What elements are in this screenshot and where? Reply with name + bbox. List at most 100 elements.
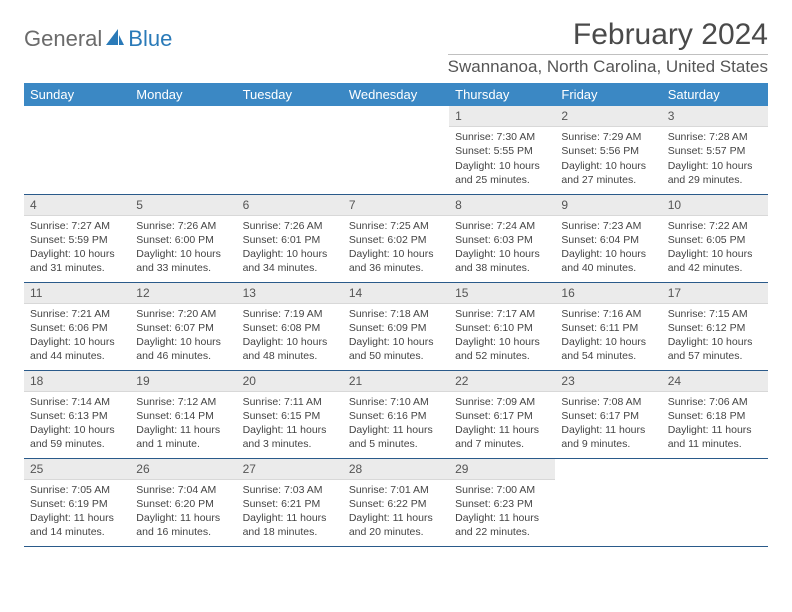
weekday-header: Tuesday bbox=[237, 83, 343, 106]
calendar-cell: 29Sunrise: 7:00 AMSunset: 6:23 PMDayligh… bbox=[449, 458, 555, 546]
calendar-week-row: 25Sunrise: 7:05 AMSunset: 6:19 PMDayligh… bbox=[24, 458, 768, 546]
day-content: Sunrise: 7:25 AMSunset: 6:02 PMDaylight:… bbox=[343, 216, 449, 279]
calendar-cell: 21Sunrise: 7:10 AMSunset: 6:16 PMDayligh… bbox=[343, 370, 449, 458]
calendar-cell: 10Sunrise: 7:22 AMSunset: 6:05 PMDayligh… bbox=[662, 194, 768, 282]
day-number: 19 bbox=[130, 371, 236, 392]
weekday-header-row: Sunday Monday Tuesday Wednesday Thursday… bbox=[24, 83, 768, 106]
day-number: 3 bbox=[662, 106, 768, 127]
day-content: Sunrise: 7:00 AMSunset: 6:23 PMDaylight:… bbox=[449, 480, 555, 543]
day-number: 26 bbox=[130, 459, 236, 480]
day-content: Sunrise: 7:26 AMSunset: 6:00 PMDaylight:… bbox=[130, 216, 236, 279]
logo: General Blue bbox=[24, 18, 172, 52]
day-content: Sunrise: 7:12 AMSunset: 6:14 PMDaylight:… bbox=[130, 392, 236, 455]
calendar-cell: 1Sunrise: 7:30 AMSunset: 5:55 PMDaylight… bbox=[449, 106, 555, 194]
weekday-header: Thursday bbox=[449, 83, 555, 106]
calendar-cell: 6Sunrise: 7:26 AMSunset: 6:01 PMDaylight… bbox=[237, 194, 343, 282]
day-number: 7 bbox=[343, 195, 449, 216]
calendar-cell: 8Sunrise: 7:24 AMSunset: 6:03 PMDaylight… bbox=[449, 194, 555, 282]
weekday-header: Wednesday bbox=[343, 83, 449, 106]
calendar-cell: 9Sunrise: 7:23 AMSunset: 6:04 PMDaylight… bbox=[555, 194, 661, 282]
day-content: Sunrise: 7:17 AMSunset: 6:10 PMDaylight:… bbox=[449, 304, 555, 367]
day-number: 29 bbox=[449, 459, 555, 480]
day-content: Sunrise: 7:03 AMSunset: 6:21 PMDaylight:… bbox=[237, 480, 343, 543]
calendar-cell: 16Sunrise: 7:16 AMSunset: 6:11 PMDayligh… bbox=[555, 282, 661, 370]
day-number: 27 bbox=[237, 459, 343, 480]
weekday-header: Monday bbox=[130, 83, 236, 106]
calendar-cell bbox=[24, 106, 130, 194]
calendar-cell bbox=[343, 106, 449, 194]
day-content: Sunrise: 7:24 AMSunset: 6:03 PMDaylight:… bbox=[449, 216, 555, 279]
day-number: 8 bbox=[449, 195, 555, 216]
day-number: 5 bbox=[130, 195, 236, 216]
logo-sail-icon bbox=[104, 27, 126, 52]
calendar-cell: 4Sunrise: 7:27 AMSunset: 5:59 PMDaylight… bbox=[24, 194, 130, 282]
logo-text-general: General bbox=[24, 26, 102, 52]
calendar-cell: 5Sunrise: 7:26 AMSunset: 6:00 PMDaylight… bbox=[130, 194, 236, 282]
day-content: Sunrise: 7:20 AMSunset: 6:07 PMDaylight:… bbox=[130, 304, 236, 367]
calendar-cell: 12Sunrise: 7:20 AMSunset: 6:07 PMDayligh… bbox=[130, 282, 236, 370]
day-number: 1 bbox=[449, 106, 555, 127]
day-number: 9 bbox=[555, 195, 661, 216]
day-number: 16 bbox=[555, 283, 661, 304]
month-title: February 2024 bbox=[448, 18, 768, 55]
day-content: Sunrise: 7:16 AMSunset: 6:11 PMDaylight:… bbox=[555, 304, 661, 367]
title-block: February 2024 Swannanoa, North Carolina,… bbox=[448, 18, 768, 77]
day-content: Sunrise: 7:29 AMSunset: 5:56 PMDaylight:… bbox=[555, 127, 661, 190]
weekday-header: Friday bbox=[555, 83, 661, 106]
weekday-header: Saturday bbox=[662, 83, 768, 106]
day-number: 10 bbox=[662, 195, 768, 216]
day-content: Sunrise: 7:23 AMSunset: 6:04 PMDaylight:… bbox=[555, 216, 661, 279]
day-number: 28 bbox=[343, 459, 449, 480]
day-number: 13 bbox=[237, 283, 343, 304]
calendar-cell: 2Sunrise: 7:29 AMSunset: 5:56 PMDaylight… bbox=[555, 106, 661, 194]
day-content: Sunrise: 7:27 AMSunset: 5:59 PMDaylight:… bbox=[24, 216, 130, 279]
day-number: 24 bbox=[662, 371, 768, 392]
day-content: Sunrise: 7:18 AMSunset: 6:09 PMDaylight:… bbox=[343, 304, 449, 367]
day-content: Sunrise: 7:01 AMSunset: 6:22 PMDaylight:… bbox=[343, 480, 449, 543]
calendar-cell: 15Sunrise: 7:17 AMSunset: 6:10 PMDayligh… bbox=[449, 282, 555, 370]
calendar-week-row: 4Sunrise: 7:27 AMSunset: 5:59 PMDaylight… bbox=[24, 194, 768, 282]
calendar-cell: 18Sunrise: 7:14 AMSunset: 6:13 PMDayligh… bbox=[24, 370, 130, 458]
day-number: 18 bbox=[24, 371, 130, 392]
calendar-cell: 26Sunrise: 7:04 AMSunset: 6:20 PMDayligh… bbox=[130, 458, 236, 546]
calendar-cell: 17Sunrise: 7:15 AMSunset: 6:12 PMDayligh… bbox=[662, 282, 768, 370]
calendar-cell: 19Sunrise: 7:12 AMSunset: 6:14 PMDayligh… bbox=[130, 370, 236, 458]
calendar-cell: 23Sunrise: 7:08 AMSunset: 6:17 PMDayligh… bbox=[555, 370, 661, 458]
day-content: Sunrise: 7:05 AMSunset: 6:19 PMDaylight:… bbox=[24, 480, 130, 543]
calendar-cell: 11Sunrise: 7:21 AMSunset: 6:06 PMDayligh… bbox=[24, 282, 130, 370]
calendar-cell: 22Sunrise: 7:09 AMSunset: 6:17 PMDayligh… bbox=[449, 370, 555, 458]
day-content: Sunrise: 7:08 AMSunset: 6:17 PMDaylight:… bbox=[555, 392, 661, 455]
calendar-cell: 28Sunrise: 7:01 AMSunset: 6:22 PMDayligh… bbox=[343, 458, 449, 546]
day-number: 6 bbox=[237, 195, 343, 216]
calendar-week-row: 11Sunrise: 7:21 AMSunset: 6:06 PMDayligh… bbox=[24, 282, 768, 370]
calendar-body: 1Sunrise: 7:30 AMSunset: 5:55 PMDaylight… bbox=[24, 106, 768, 546]
calendar-cell: 20Sunrise: 7:11 AMSunset: 6:15 PMDayligh… bbox=[237, 370, 343, 458]
calendar-week-row: 18Sunrise: 7:14 AMSunset: 6:13 PMDayligh… bbox=[24, 370, 768, 458]
day-number: 12 bbox=[130, 283, 236, 304]
calendar-cell: 25Sunrise: 7:05 AMSunset: 6:19 PMDayligh… bbox=[24, 458, 130, 546]
day-content: Sunrise: 7:11 AMSunset: 6:15 PMDaylight:… bbox=[237, 392, 343, 455]
calendar-cell: 14Sunrise: 7:18 AMSunset: 6:09 PMDayligh… bbox=[343, 282, 449, 370]
calendar-cell: 3Sunrise: 7:28 AMSunset: 5:57 PMDaylight… bbox=[662, 106, 768, 194]
day-content: Sunrise: 7:06 AMSunset: 6:18 PMDaylight:… bbox=[662, 392, 768, 455]
day-content: Sunrise: 7:26 AMSunset: 6:01 PMDaylight:… bbox=[237, 216, 343, 279]
calendar-cell bbox=[662, 458, 768, 546]
day-number: 25 bbox=[24, 459, 130, 480]
calendar-cell: 13Sunrise: 7:19 AMSunset: 6:08 PMDayligh… bbox=[237, 282, 343, 370]
day-number: 21 bbox=[343, 371, 449, 392]
day-content: Sunrise: 7:10 AMSunset: 6:16 PMDaylight:… bbox=[343, 392, 449, 455]
logo-text-blue: Blue bbox=[128, 26, 172, 52]
day-content: Sunrise: 7:22 AMSunset: 6:05 PMDaylight:… bbox=[662, 216, 768, 279]
location: Swannanoa, North Carolina, United States bbox=[448, 57, 768, 77]
day-content: Sunrise: 7:09 AMSunset: 6:17 PMDaylight:… bbox=[449, 392, 555, 455]
day-content: Sunrise: 7:04 AMSunset: 6:20 PMDaylight:… bbox=[130, 480, 236, 543]
day-number: 20 bbox=[237, 371, 343, 392]
day-number: 15 bbox=[449, 283, 555, 304]
day-number: 22 bbox=[449, 371, 555, 392]
day-number: 23 bbox=[555, 371, 661, 392]
day-content: Sunrise: 7:21 AMSunset: 6:06 PMDaylight:… bbox=[24, 304, 130, 367]
calendar-cell bbox=[555, 458, 661, 546]
day-content: Sunrise: 7:14 AMSunset: 6:13 PMDaylight:… bbox=[24, 392, 130, 455]
day-number: 4 bbox=[24, 195, 130, 216]
day-content: Sunrise: 7:19 AMSunset: 6:08 PMDaylight:… bbox=[237, 304, 343, 367]
